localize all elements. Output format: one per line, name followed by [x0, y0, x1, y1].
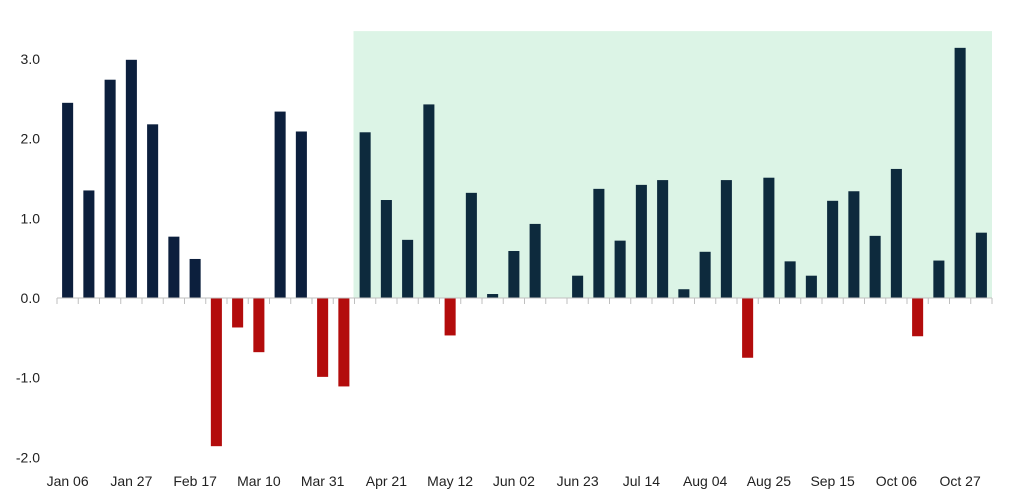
bar	[975, 232, 987, 298]
bar	[402, 239, 414, 298]
y-tick-label: 1.0	[21, 210, 41, 226]
bar	[359, 132, 371, 298]
bar	[317, 298, 329, 377]
y-tick-label: -2.0	[16, 449, 40, 465]
bar	[210, 298, 222, 447]
x-tick-label: Mar 10	[237, 473, 281, 489]
x-tick-label: Feb 17	[173, 473, 217, 489]
x-tick-label: May 12	[427, 473, 473, 489]
bar	[848, 191, 860, 298]
bar	[784, 261, 796, 298]
bar	[593, 188, 605, 298]
bar	[423, 104, 435, 298]
y-tick-label: 2.0	[21, 131, 41, 147]
y-tick-label: 3.0	[21, 51, 41, 67]
bar	[274, 111, 286, 298]
bar	[720, 180, 732, 298]
y-tick-label: -1.0	[16, 370, 40, 386]
bar	[742, 298, 754, 358]
bar	[869, 235, 881, 298]
x-tick-label: Sep 15	[810, 473, 855, 489]
bar	[104, 79, 116, 298]
bar	[614, 240, 626, 298]
x-tick-label: Aug 25	[747, 473, 792, 489]
x-tick-label: Mar 31	[301, 473, 345, 489]
bar	[635, 184, 647, 298]
y-tick-label: 0.0	[21, 290, 41, 306]
bar	[189, 258, 201, 298]
x-axis-ticks	[56, 298, 993, 304]
bar	[954, 47, 966, 299]
bar	[147, 124, 159, 299]
bar	[444, 298, 456, 336]
x-tick-label: Jun 02	[493, 473, 535, 489]
x-tick-label: Jan 27	[110, 473, 152, 489]
bar	[168, 236, 180, 298]
bar	[912, 298, 924, 337]
bar	[763, 177, 775, 298]
bar	[62, 102, 74, 298]
bar	[529, 223, 541, 298]
bar	[508, 250, 520, 298]
x-tick-label: Oct 06	[876, 473, 917, 489]
bar	[83, 190, 95, 298]
x-tick-label: Jul 14	[623, 473, 661, 489]
bar	[657, 180, 669, 298]
x-tick-label: Oct 27	[940, 473, 981, 489]
highlight-region	[353, 31, 992, 298]
bars	[62, 47, 987, 447]
bar	[125, 59, 137, 299]
bar	[827, 200, 839, 298]
bar	[572, 275, 584, 298]
x-tick-label: Jan 06	[47, 473, 89, 489]
bar	[890, 168, 902, 298]
x-tick-label: Apr 21	[366, 473, 407, 489]
bar	[699, 251, 711, 298]
x-tick-label: Jun 23	[557, 473, 599, 489]
bar	[232, 298, 244, 328]
bar	[338, 298, 350, 387]
x-axis-labels: Jan 06 Jan 27 Feb 17 Mar 10 Mar 31 Apr 21 May …	[47, 473, 981, 489]
y-axis: 3.0 2.0 1.0 0.0 -1.0 -2.0	[16, 51, 40, 465]
bar	[805, 275, 817, 298]
bar	[465, 192, 477, 298]
bar	[380, 200, 392, 298]
bar	[253, 298, 265, 353]
bar	[295, 131, 307, 298]
x-tick-label: Aug 04	[683, 473, 728, 489]
bar	[487, 294, 499, 298]
bar	[678, 289, 690, 298]
bar	[933, 260, 945, 298]
